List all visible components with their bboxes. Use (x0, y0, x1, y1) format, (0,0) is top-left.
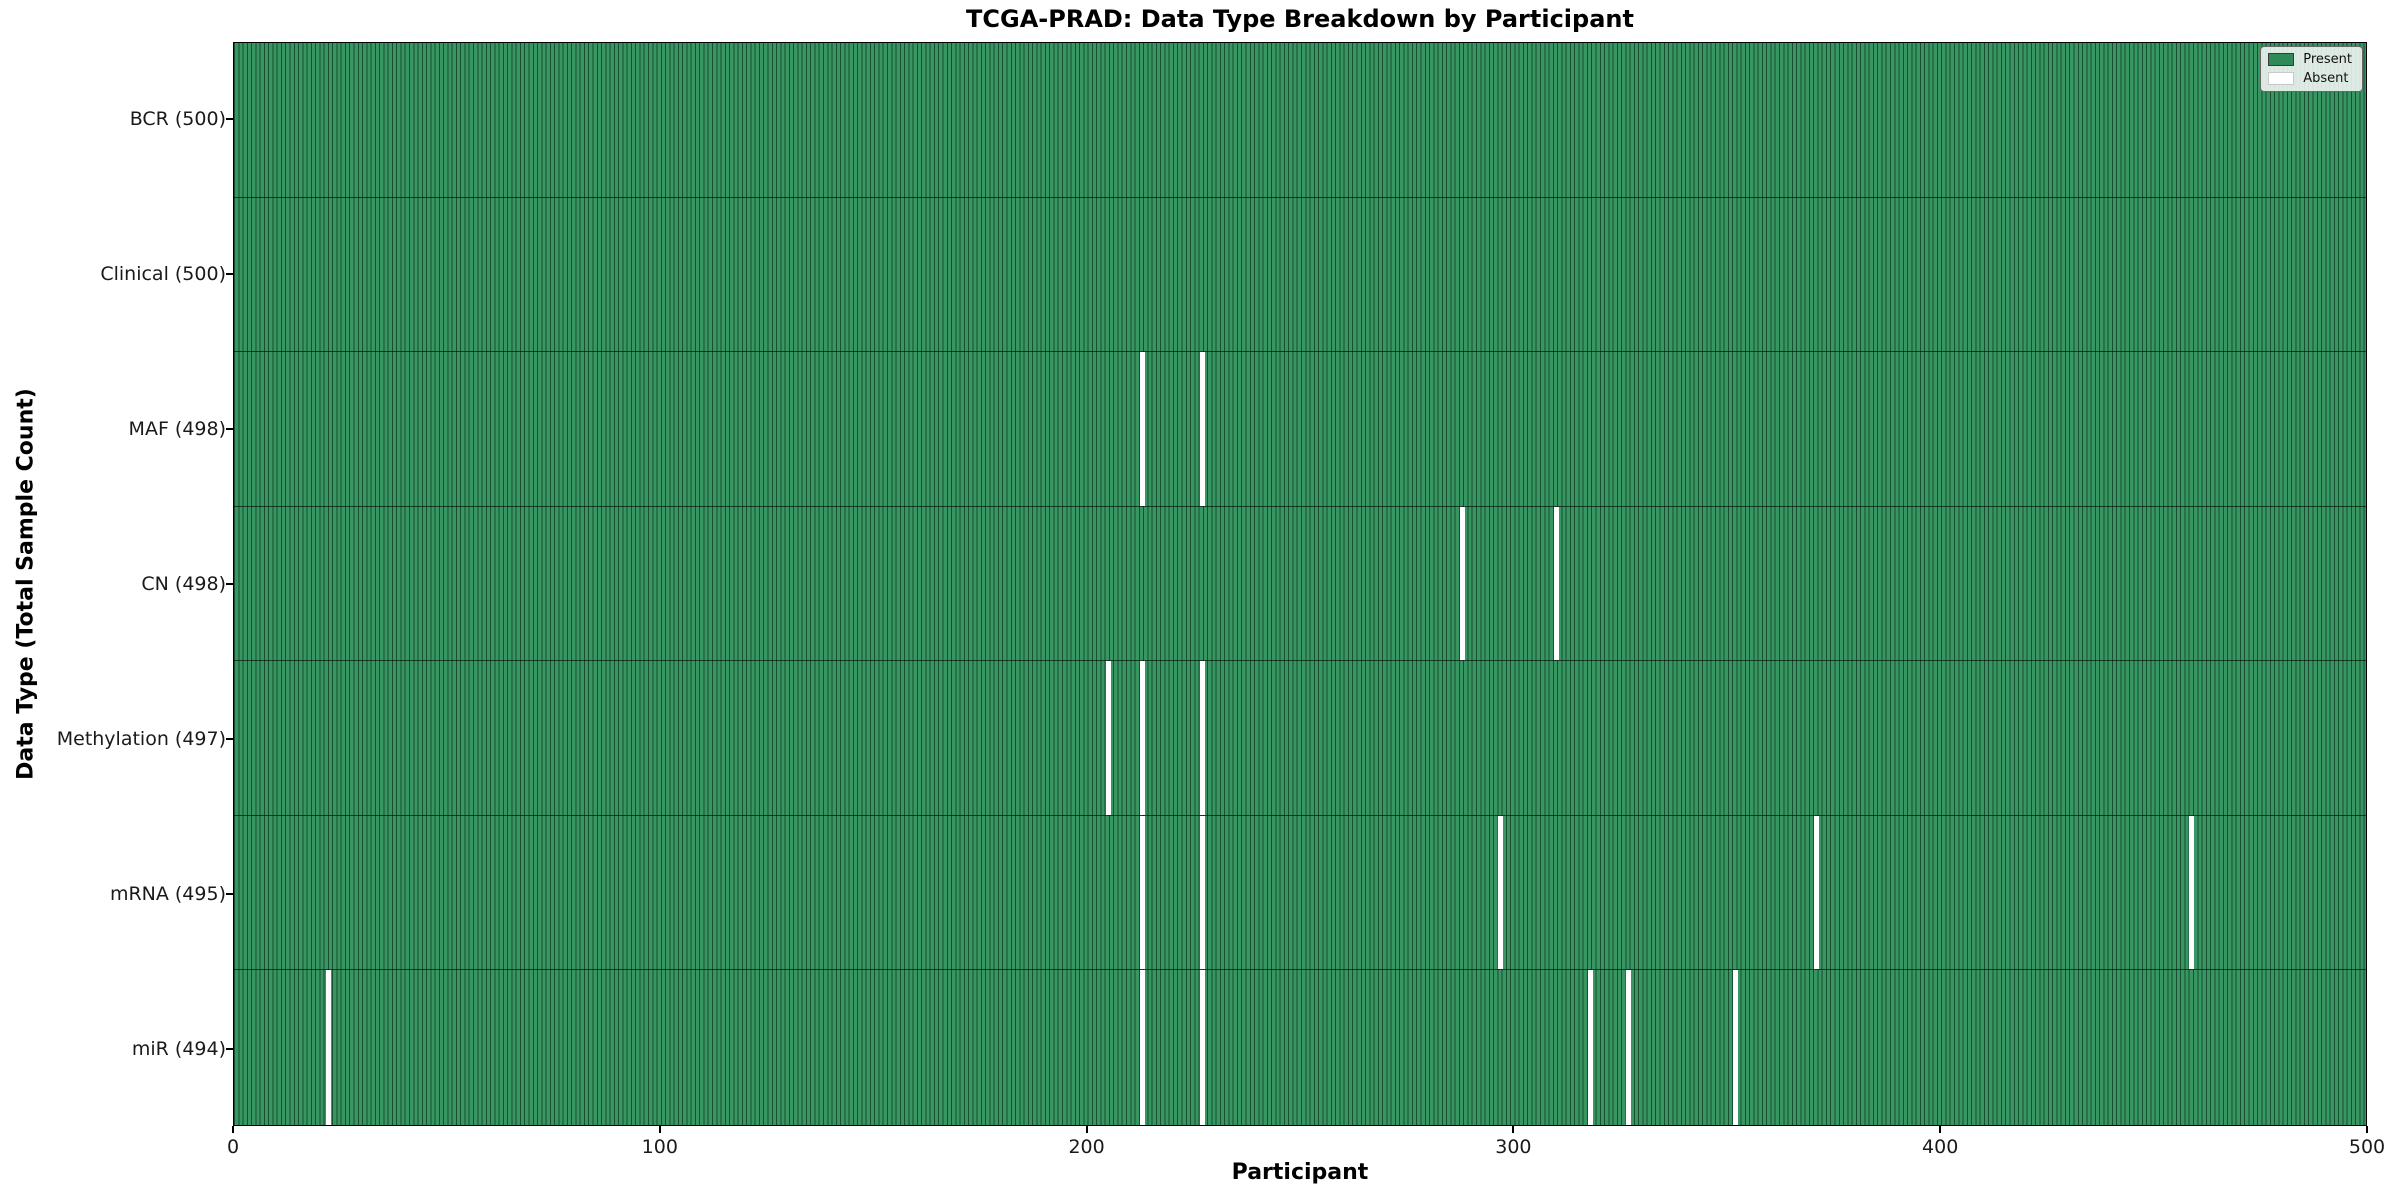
y-tick-mark (226, 273, 233, 276)
absent-gap (1199, 352, 1205, 506)
absent-gap (1587, 970, 1593, 1125)
x-tick-label-300: 300 (1495, 1136, 1532, 1158)
y-tick-mark (226, 1047, 233, 1050)
x-tick-mark (1939, 1126, 1942, 1133)
plot-area: Present Absent (233, 42, 2367, 1126)
x-tick-mark (658, 1126, 661, 1133)
y-tick-label-Methylation: Methylation (497) (56, 727, 226, 750)
y-tick-mark (226, 892, 233, 895)
heatmap-row-MAF (234, 352, 2366, 507)
y-axis-ticks: BCR (500) Clinical (500) MAF (498) CN (498)… (0, 42, 233, 1126)
absent-gap (1140, 815, 1146, 970)
heatmap-rows (234, 43, 2366, 1125)
absent-gap (1140, 352, 1146, 506)
absent-gap (1199, 815, 1205, 970)
heatmap-row-Clinical (234, 197, 2366, 353)
heatmap-row-CN (234, 506, 2366, 662)
heatmap-row-BCR (234, 43, 2366, 198)
y-tick-label-MAF: MAF (498) (128, 418, 226, 441)
x-tick-mark (232, 1126, 234, 1133)
absent-gap (1732, 970, 1738, 1125)
absent-gap (325, 970, 331, 1125)
x-tick-mark (1512, 1126, 1515, 1133)
y-tick-label-miR: miR (494) (131, 1037, 226, 1060)
absent-gap (1626, 970, 1632, 1125)
heatmap-row-miR (234, 970, 2366, 1125)
legend-label-present: Present (2303, 52, 2352, 67)
x-tick-label-0: 0 (226, 1136, 240, 1158)
absent-gap (1460, 506, 1466, 661)
y-tick-label-mRNA: mRNA (495) (109, 882, 226, 905)
heatmap-row-Methylation (234, 661, 2366, 816)
absent-swatch-icon (2268, 72, 2295, 85)
y-tick-label-CN: CN (498) (141, 573, 226, 595)
absent-gap (1199, 661, 1205, 815)
y-tick-mark (226, 118, 233, 121)
y-tick-mark (226, 428, 233, 431)
x-axis-ticks: 0 100 200 300 400 500 (227, 1126, 2385, 1166)
x-tick-mark (2366, 1126, 2368, 1133)
absent-gap (1199, 970, 1205, 1125)
absent-gap (1140, 970, 1146, 1125)
legend: Present Absent (2260, 46, 2363, 92)
present-swatch-icon (2268, 53, 2295, 66)
absent-gap (2189, 815, 2195, 970)
legend-label-absent: Absent (2303, 71, 2349, 86)
legend-item-absent: Absent (2268, 72, 2352, 85)
x-tick-mark (1085, 1126, 1088, 1133)
absent-gap (1553, 506, 1559, 661)
absent-gap (1813, 815, 1819, 970)
absent-gap (1498, 815, 1504, 970)
y-tick-label-Clinical: Clinical (500) (100, 263, 226, 286)
heatmap-row-mRNA (234, 815, 2366, 971)
chart-title: TCGA-PRAD: Data Type Breakdown by Partic… (966, 5, 1634, 33)
y-tick-mark (226, 737, 233, 740)
legend-item-present: Present (2268, 53, 2352, 66)
x-tick-label-400: 400 (1922, 1136, 1959, 1158)
x-tick-label-200: 200 (1068, 1136, 1105, 1158)
absent-gap (1106, 661, 1112, 815)
x-tick-label-500: 500 (2348, 1136, 2386, 1158)
y-axis-label: Data Type (Total Sample Count) (13, 388, 39, 780)
y-tick-mark (226, 583, 233, 585)
x-tick-label-100: 100 (641, 1136, 678, 1158)
y-tick-label-BCR: BCR (500) (129, 108, 226, 131)
x-axis-label: Participant (1231, 1160, 1369, 1185)
absent-gap (1140, 661, 1146, 815)
